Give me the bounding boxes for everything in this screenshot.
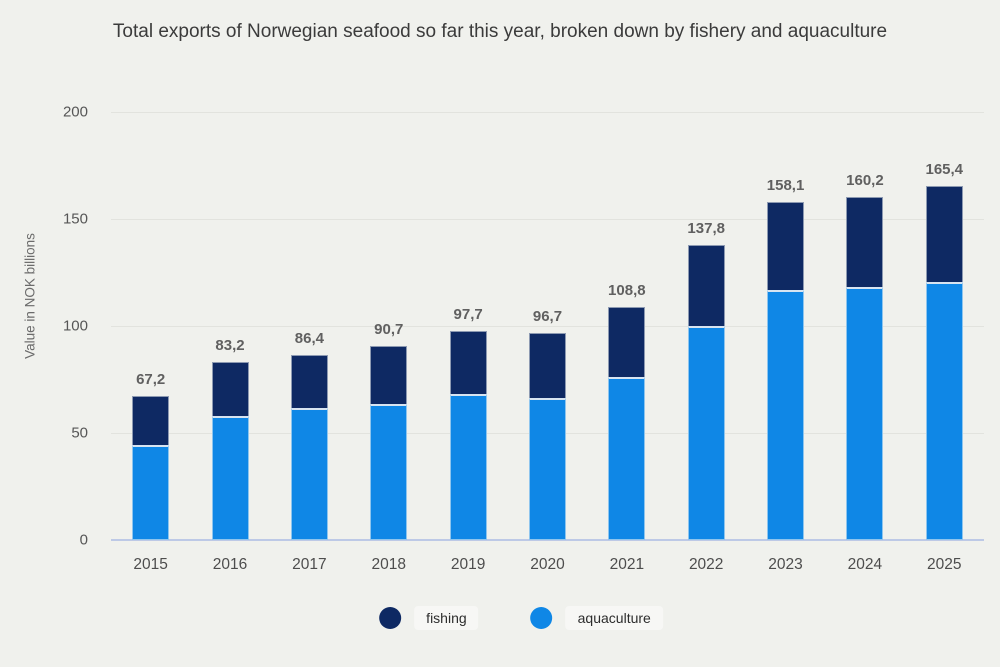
bars-row: 67,2 83,2 86,4 90,7 97,7 96,7 108,8 137,8 158,1 1… [111,112,984,540]
total-value-label-2023: 158,1 [766,176,805,194]
bar-group-2015: 67,2 [132,371,170,540]
bar-segment-fishing-2023[interactable] [767,201,805,290]
bar-segment-aquaculture-2015[interactable] [132,444,170,540]
bar-segment-fishing-2017[interactable] [290,355,328,409]
bar-group-2017: 86,4 [290,330,328,540]
fishing-legend-dot-icon [379,607,402,629]
y-tick-200: 200 [62,103,88,121]
aquaculture-legend-dot-icon [530,607,553,629]
x-axis-baseline [111,539,984,541]
bar-segment-fishing-2019[interactable] [449,330,487,395]
y-axis-title: Value in NOK billions [22,233,38,359]
legend-item-aquaculture[interactable]: aquaculture [530,606,663,630]
bar-group-2016: 83,2 [211,337,249,540]
bar-segment-aquaculture-2018[interactable] [370,404,408,540]
legend-item-fishing[interactable]: fishing [379,606,479,630]
total-value-label-2018: 90,7 [374,320,404,338]
bar-segment-aquaculture-2022[interactable] [687,326,725,540]
bar-segment-aquaculture-2025[interactable] [925,282,963,540]
bar-segment-aquaculture-2021[interactable] [608,377,646,540]
total-value-label-2025: 165,4 [925,161,964,179]
x-label-2016: 2016 [212,556,248,573]
x-label-2024: 2024 [847,556,883,573]
bar-group-2021: 108,8 [608,282,646,540]
y-tick-0: 0 [79,531,88,549]
bar-segment-aquaculture-2016[interactable] [211,415,249,540]
bar-segment-fishing-2016[interactable] [211,361,249,416]
gridline-100 [111,326,984,327]
total-value-label-2024: 160,2 [846,172,884,190]
y-tick-150: 150 [62,210,88,228]
x-label-2020: 2020 [530,556,565,573]
legend-label-fishing: fishing [414,606,479,630]
total-value-label-2017: 86,4 [294,330,324,348]
bar-segment-aquaculture-2017[interactable] [290,408,328,540]
bar-group-2020: 96,7 [528,308,566,540]
y-tick-100: 100 [62,317,88,335]
bar-segment-fishing-2021[interactable] [608,307,646,378]
total-value-label-2019: 97,7 [453,305,483,323]
bar-group-2025: 165,4 [925,161,963,540]
bar-segment-aquaculture-2023[interactable] [767,289,805,540]
bar-group-2023: 158,1 [767,177,805,540]
plot-area: 67,2 83,2 86,4 90,7 97,7 96,7 108,8 137,8 158,1 1… [111,112,984,541]
x-label-2019: 2019 [450,556,486,573]
bar-segment-fishing-2022[interactable] [687,245,725,326]
bar-group-2022: 137,8 [687,220,725,540]
total-value-label-2016: 83,2 [215,336,245,354]
total-value-label-2020: 96,7 [532,308,563,326]
bar-group-2018: 90,7 [370,321,408,540]
legend: fishing aquaculture [379,606,663,630]
legend-label-aquaculture: aquaculture [565,606,663,630]
x-label-2025: 2025 [927,556,962,573]
total-value-label-2022: 137,8 [687,220,725,238]
x-label-2015: 2015 [133,556,168,573]
gridline-150 [111,219,984,220]
bar-group-2024: 160,2 [846,172,884,540]
y-tick-50: 50 [71,424,88,442]
gridline-200 [111,112,984,113]
x-label-2018: 2018 [371,556,406,573]
x-label-2021: 2021 [609,556,645,573]
bar-segment-aquaculture-2024[interactable] [846,287,884,540]
total-value-label-2015: 67,2 [136,371,166,389]
x-axis-labels: 2015 2016 2017 2018 2019 2020 2021 2022 2023 2024… [111,556,984,574]
x-label-2022: 2022 [688,556,724,573]
bar-segment-fishing-2020[interactable] [528,333,566,398]
bar-group-2019: 97,7 [449,306,487,540]
chart-title: Total exports of Norwegian seafood so fa… [112,21,888,42]
bar-segment-fishing-2024[interactable] [846,197,884,288]
x-label-2023: 2023 [768,556,803,573]
bar-segment-fishing-2015[interactable] [132,396,170,445]
bar-segment-fishing-2018[interactable] [370,345,408,405]
bar-segment-aquaculture-2020[interactable] [528,397,566,540]
bar-segment-aquaculture-2019[interactable] [449,394,487,540]
bar-segment-fishing-2025[interactable] [925,186,963,283]
x-label-2017: 2017 [292,556,327,573]
total-value-label-2021: 108,8 [608,282,646,300]
